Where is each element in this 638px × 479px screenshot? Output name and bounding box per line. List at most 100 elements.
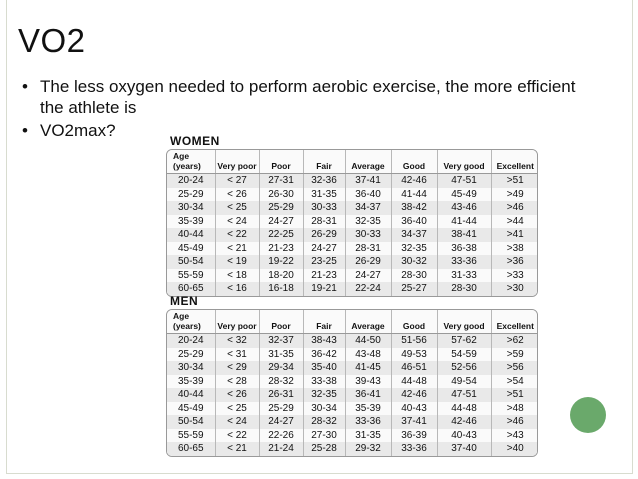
value-cell: < 18 xyxy=(215,268,260,282)
value-cell: 47-51 xyxy=(437,388,492,402)
value-cell: < 21 xyxy=(215,241,260,255)
value-cell: >62 xyxy=(491,333,537,348)
value-cell: >54 xyxy=(506,375,524,387)
value-cell: 38-42 xyxy=(391,201,438,215)
column-header: Average xyxy=(345,150,392,174)
value-cell: 34-37 xyxy=(345,201,392,215)
value-cell: 28-32 xyxy=(303,415,346,429)
column-header: Poor xyxy=(259,150,304,174)
value-cell: 57-62 xyxy=(437,333,492,348)
value-cell: 33-36 xyxy=(437,255,492,269)
value-cell: 36-38 xyxy=(437,241,492,255)
bullet-text: The less oxygen needed to perform aerobi… xyxy=(40,77,576,117)
value-cell: 40-43 xyxy=(437,428,492,442)
value-cell: 33-38 xyxy=(303,374,346,388)
value-cell: 49-53 xyxy=(391,347,438,361)
value-cell: 36-40 xyxy=(345,187,392,201)
value-cell: 52-56 xyxy=(437,361,492,375)
value-cell: >36 xyxy=(491,255,537,269)
value-cell: 18-20 xyxy=(259,268,304,282)
value-cell: 26-30 xyxy=(259,187,304,201)
table-row: 60-65 < 16 16-18 19-21 22-24 25-27 28-30 >30 xyxy=(167,282,537,296)
table-row: 55-59 < 22 22-26 27-30 31-35 36-39 40-43 >43 xyxy=(167,428,537,442)
value-cell: 36-42 xyxy=(303,347,346,361)
women-table-section: WOMEN Age (years) Very poor Poor Fair Averag… xyxy=(166,134,538,297)
value-cell: 28-32 xyxy=(259,374,304,388)
column-header: Excellent xyxy=(491,310,537,334)
age-cell: 25-29 xyxy=(167,187,216,201)
value-cell: >46 xyxy=(491,415,537,429)
value-cell: 42-46 xyxy=(391,173,438,188)
age-cell: 55-59 xyxy=(167,268,216,282)
value-cell: 16-18 xyxy=(259,282,304,296)
value-cell: 41-44 xyxy=(437,214,492,228)
decorative-circle xyxy=(570,397,606,433)
age-cell: 50-54 xyxy=(167,255,216,269)
value-cell: 32-35 xyxy=(391,241,438,255)
value-cell: < 16 xyxy=(215,282,260,296)
value-cell: 27-31 xyxy=(259,173,304,188)
slide-frame xyxy=(6,0,633,474)
column-header: Very good xyxy=(437,310,492,334)
column-header: Very poor xyxy=(215,150,260,174)
table-row: 30-34 < 25 25-29 30-33 34-37 38-42 43-46 >46 xyxy=(167,201,537,215)
age-cell: 20-24 xyxy=(167,333,216,348)
value-cell: >40 xyxy=(491,442,537,456)
table-row: 45-49 < 25 25-29 30-34 35-39 40-43 44-48 >48 xyxy=(167,401,537,415)
column-header: Age (years) xyxy=(167,310,216,334)
value-cell: 43-46 xyxy=(437,201,492,215)
table-row: 20-24 < 32 32-37 38-43 44-50 51-56 57-62 >62 xyxy=(167,333,537,348)
value-cell: >56 xyxy=(491,361,537,375)
value-cell: 27-30 xyxy=(303,428,346,442)
age-cell: 60-65 xyxy=(167,442,216,456)
column-header: Average xyxy=(345,310,392,334)
value-cell: 24-27 xyxy=(259,415,304,429)
value-cell: < 29 xyxy=(215,361,260,375)
value-cell: >33 xyxy=(506,269,524,281)
value-cell: 31-33 xyxy=(437,268,492,282)
table-row: 50-54 < 24 24-27 28-32 33-36 37-41 42-46 >46 xyxy=(167,415,537,429)
value-cell: < 22 xyxy=(215,228,260,242)
value-cell: < 32 xyxy=(215,333,260,348)
value-cell: 24-27 xyxy=(259,214,304,228)
value-cell: 21-23 xyxy=(303,268,346,282)
value-cell: >48 xyxy=(506,402,524,414)
value-cell: 32-36 xyxy=(303,173,346,188)
value-cell: 25-27 xyxy=(391,282,438,296)
value-cell: 36-39 xyxy=(391,428,438,442)
value-cell: 43-48 xyxy=(345,347,392,361)
value-cell: 42-46 xyxy=(391,388,438,402)
value-cell: 39-43 xyxy=(345,374,392,388)
table-header-row: Age (years) Very poor Poor Fair Average Good V… xyxy=(167,310,537,334)
table-row: 35-39 < 28 28-32 33-38 39-43 44-48 49-54 >54 xyxy=(167,374,537,388)
bullet-text: VO2max? xyxy=(40,121,116,140)
value-cell: 44-48 xyxy=(391,374,438,388)
table-row: 20-24 < 27 27-31 32-36 37-41 42-46 47-51 >51 xyxy=(167,173,537,188)
value-cell: 44-50 xyxy=(345,333,392,348)
value-cell: 21-23 xyxy=(259,241,304,255)
value-cell: 40-43 xyxy=(391,401,438,415)
value-cell: < 25 xyxy=(215,201,260,215)
column-header: Good xyxy=(391,310,438,334)
value-cell: 41-45 xyxy=(345,361,392,375)
value-cell: 26-31 xyxy=(259,388,304,402)
value-cell: 33-36 xyxy=(345,415,392,429)
age-cell: 35-39 xyxy=(167,374,216,388)
table-row: 55-59 < 18 18-20 21-23 24-27 28-30 31-33 >33 xyxy=(167,268,537,282)
value-cell: < 22 xyxy=(215,428,260,442)
age-cell: 25-29 xyxy=(167,347,216,361)
value-cell: < 26 xyxy=(215,388,260,402)
bullet-item: • VO2max? xyxy=(22,120,602,141)
age-cell: 50-54 xyxy=(167,415,216,429)
value-cell: < 26 xyxy=(215,187,260,201)
value-cell: < 21 xyxy=(215,442,260,456)
column-header: Very good xyxy=(437,150,492,174)
value-cell: < 27 xyxy=(215,173,260,188)
value-cell: 26-29 xyxy=(345,255,392,269)
table-row: 45-49 < 21 21-23 24-27 28-31 32-35 36-38 >38 xyxy=(167,241,537,255)
value-cell: >38 xyxy=(506,242,524,254)
value-cell: 47-51 xyxy=(437,173,492,188)
column-header: Fair xyxy=(303,150,346,174)
value-cell: 29-34 xyxy=(259,361,304,375)
column-header: Fair xyxy=(303,310,346,334)
